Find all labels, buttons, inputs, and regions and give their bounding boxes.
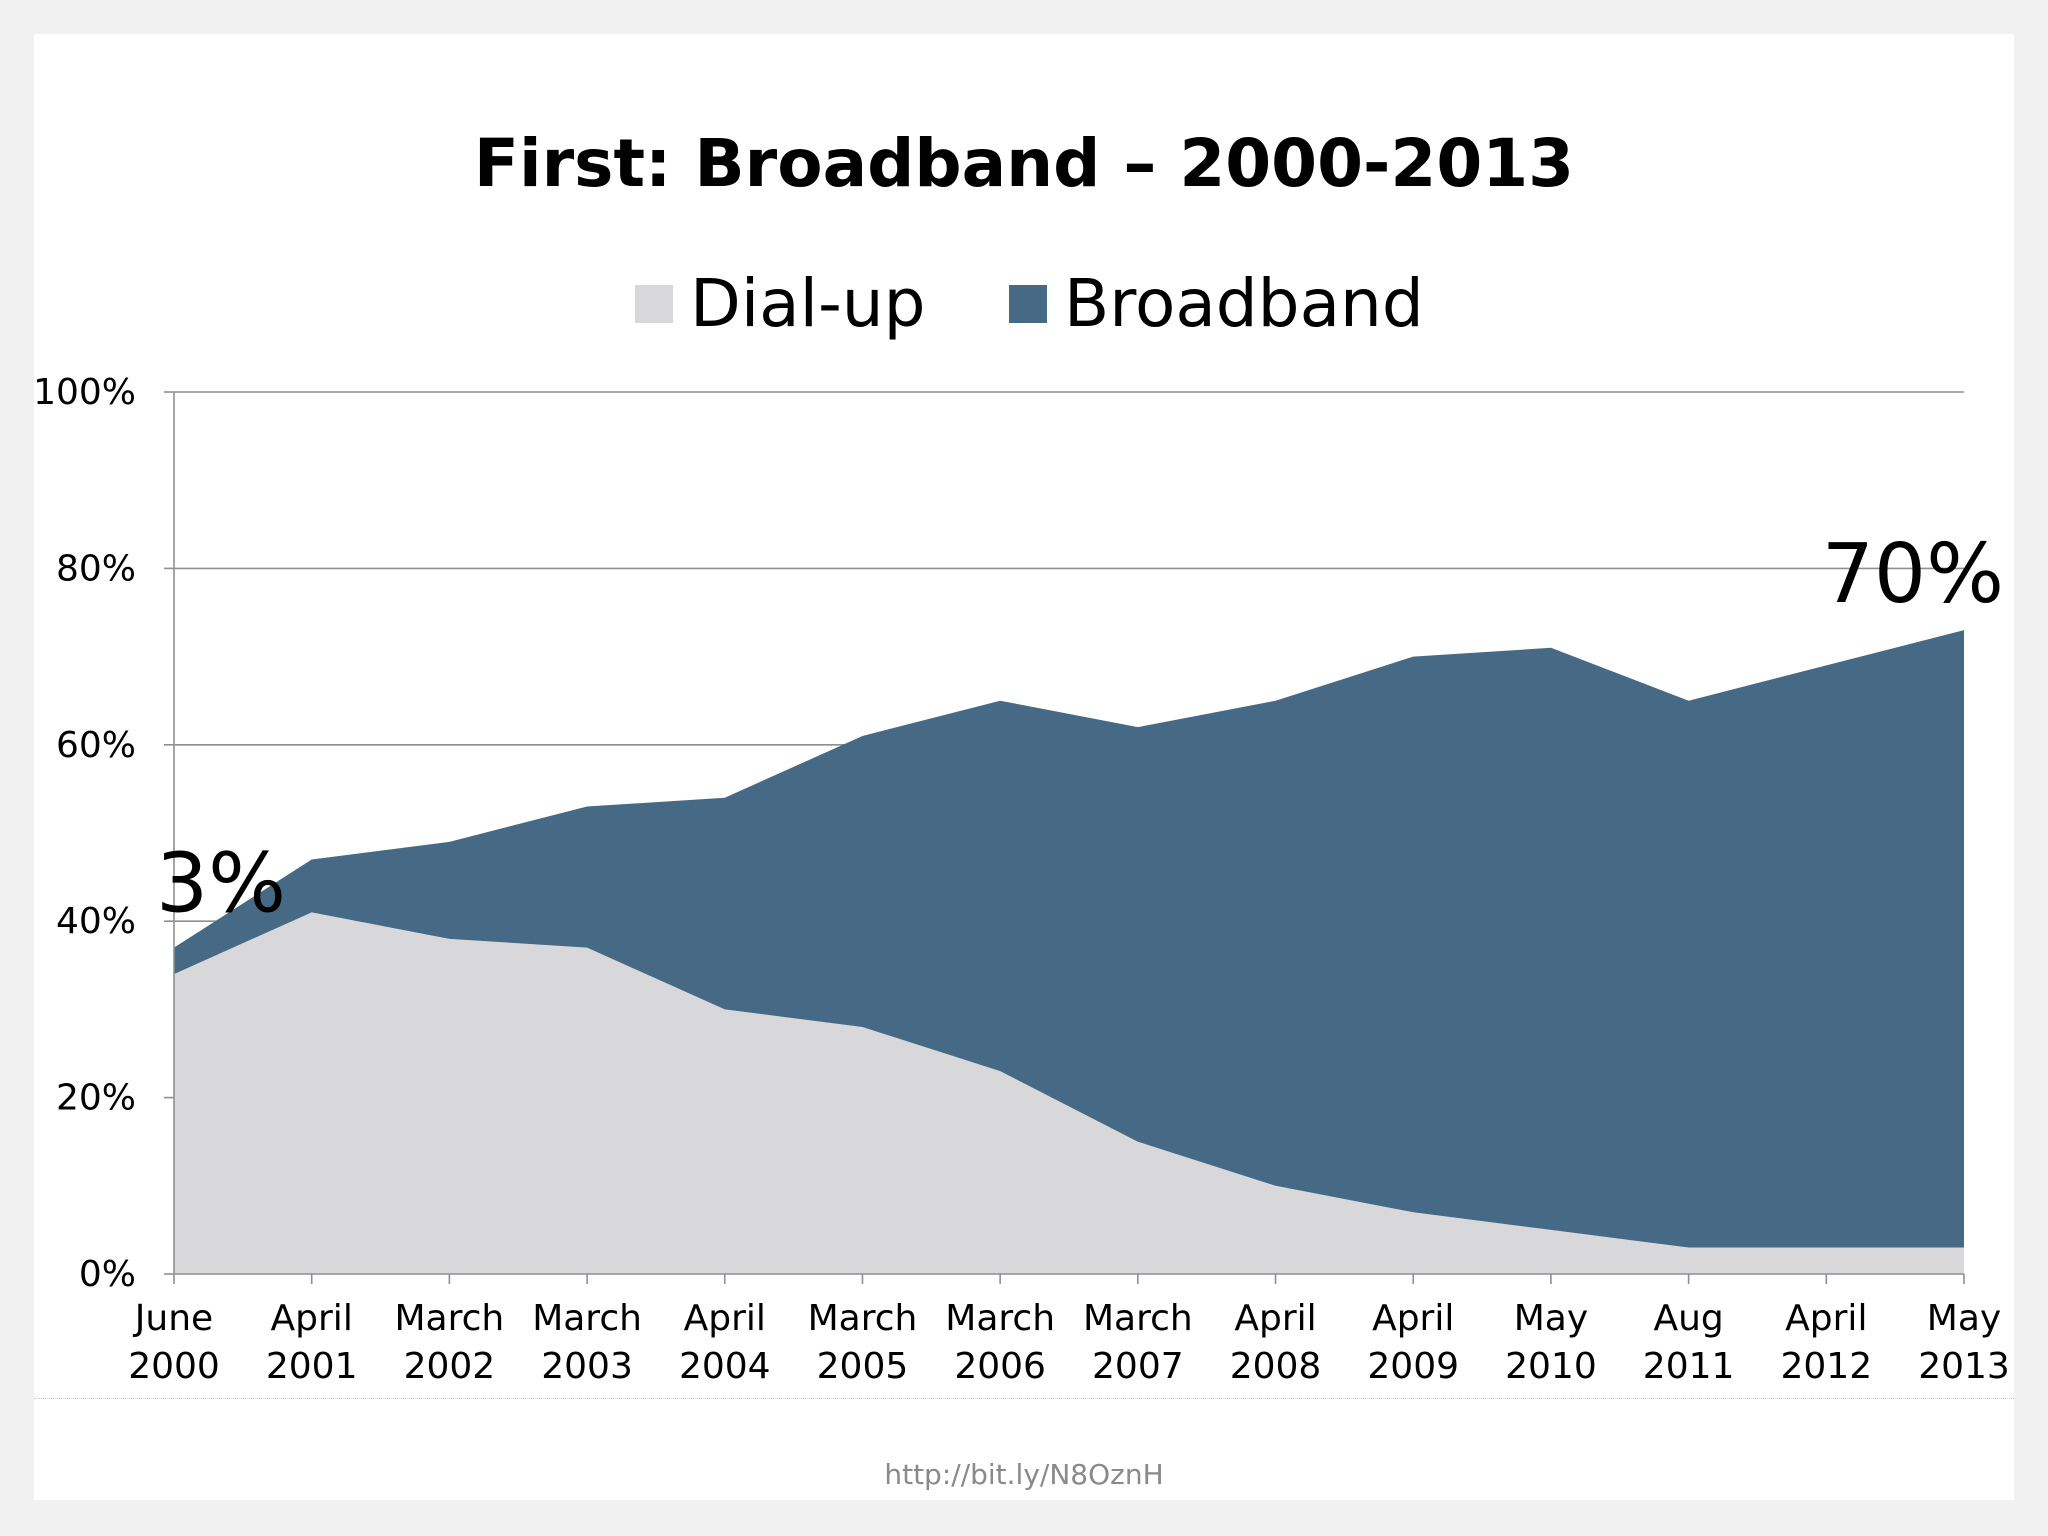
y-tick-label: 60% <box>56 725 136 766</box>
y-tick-label: 80% <box>56 548 136 589</box>
chart-title: First: Broadband – 2000-2013 <box>474 125 1574 202</box>
annotations: 3% 70% <box>156 527 2004 932</box>
legend-swatch <box>1009 285 1047 323</box>
x-tick-label-line: May <box>1927 1298 2001 1339</box>
x-tick-label-line: 2004 <box>679 1346 771 1387</box>
area-broadband <box>174 630 1964 1248</box>
x-tick-label: March 2006 <box>945 1298 1055 1387</box>
x-tick-label-line: June <box>133 1298 213 1339</box>
x-tick-label: April 2012 <box>1780 1298 1872 1387</box>
x-tick-label-line: Aug <box>1653 1298 1723 1339</box>
x-tick-label: Aug 2011 <box>1643 1298 1735 1387</box>
x-tick-label-line: 2005 <box>817 1346 909 1387</box>
x-tick-label-line: 2003 <box>541 1346 633 1387</box>
x-tick-label-line: 2011 <box>1643 1346 1735 1387</box>
y-axis-ticks: 0% 20% 40% 60% 80% 100% <box>34 372 174 1295</box>
x-tick-label: April 2001 <box>266 1298 358 1387</box>
x-tick-label-line: March <box>1083 1298 1193 1339</box>
x-tick-label-line: March <box>532 1298 642 1339</box>
x-tick-label-line: 2007 <box>1092 1346 1184 1387</box>
x-tick-label-line: March <box>395 1298 505 1339</box>
x-tick-label-line: April <box>271 1298 353 1339</box>
legend-swatch <box>635 285 673 323</box>
y-tick-label: 0% <box>79 1254 136 1295</box>
x-tick-label-line: April <box>684 1298 766 1339</box>
y-tick-label: 100% <box>34 372 136 413</box>
x-tick-label-line: April <box>1234 1298 1316 1339</box>
area-series <box>174 630 1964 1274</box>
x-tick-label: May 2010 <box>1505 1298 1597 1387</box>
annotation-label: 3% <box>156 837 286 932</box>
x-tick-label-line: 2006 <box>954 1346 1046 1387</box>
x-axis-ticks: June 2000 April 2001 March 2002 March 2003 April… <box>128 1274 2010 1387</box>
x-tick-label-line: 2013 <box>1918 1346 2010 1387</box>
x-tick-label: March 2007 <box>1083 1298 1193 1387</box>
x-tick-label-line: 2001 <box>266 1346 358 1387</box>
x-tick-label-line: May <box>1514 1298 1588 1339</box>
x-tick-label: June 2000 <box>128 1298 220 1387</box>
x-tick-label-line: April <box>1785 1298 1867 1339</box>
x-tick-label: March 2005 <box>808 1298 918 1387</box>
x-tick-label-line: 2009 <box>1367 1346 1459 1387</box>
x-tick-label-line: March <box>808 1298 918 1339</box>
x-tick-label-line: 2008 <box>1230 1346 1322 1387</box>
footer-link[interactable]: http://bit.ly/N8OznH <box>884 1458 1164 1491</box>
slide: First: Broadband – 2000-2013 Dial-up Broa… <box>34 34 2014 1500</box>
x-tick-label-line: April <box>1372 1298 1454 1339</box>
y-tick-label: 40% <box>56 901 136 942</box>
broadband-area-chart: First: Broadband – 2000-2013 Dial-up Broa… <box>34 125 2010 1387</box>
x-tick-label: March 2002 <box>395 1298 505 1387</box>
x-tick-label-line: 2000 <box>128 1346 220 1387</box>
area-dial-up <box>174 912 1964 1274</box>
x-tick-label: April 2009 <box>1367 1298 1459 1387</box>
legend-label: Broadband <box>1064 265 1424 342</box>
y-tick-label: 20% <box>56 1078 136 1119</box>
legend-label: Dial-up <box>690 265 925 342</box>
x-tick-label: May 2013 <box>1918 1298 2010 1387</box>
x-tick-label: April 2008 <box>1230 1298 1322 1387</box>
x-tick-label-line: 2010 <box>1505 1346 1597 1387</box>
x-tick-label-line: 2002 <box>404 1346 496 1387</box>
axes <box>173 392 1964 1275</box>
annotation-label: 70% <box>1822 527 2004 622</box>
x-tick-label: March 2003 <box>532 1298 642 1387</box>
x-tick-label: April 2004 <box>679 1298 771 1387</box>
x-tick-label-line: March <box>945 1298 1055 1339</box>
footer-divider <box>34 1398 2014 1399</box>
x-tick-label-line: 2012 <box>1780 1346 1872 1387</box>
legend: Dial-up Broadband <box>635 265 1424 342</box>
